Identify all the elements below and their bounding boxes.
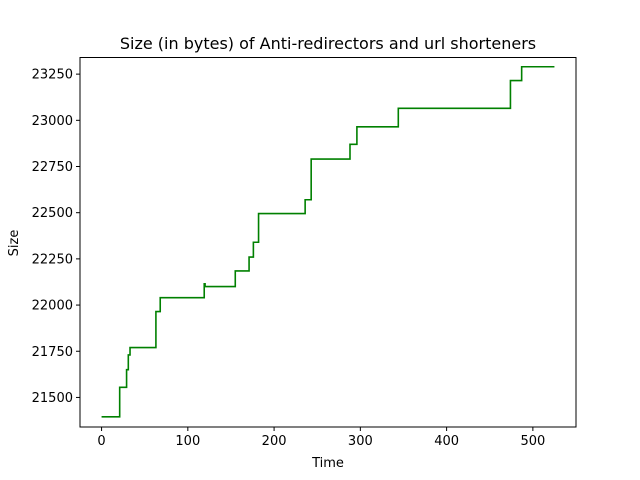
x-tick-label: 300	[348, 434, 373, 449]
x-tick-label: 0	[97, 434, 105, 449]
x-tick-label: 500	[520, 434, 545, 449]
chart-title: Size (in bytes) of Anti-redirectors and …	[120, 34, 536, 53]
x-axis-label: Time	[311, 456, 344, 471]
x-axis-ticks: 0 100 200 300 400 500	[97, 427, 545, 449]
x-tick-label: 100	[175, 434, 200, 449]
x-tick-label: 200	[262, 434, 287, 449]
y-tick-label: 21750	[32, 345, 73, 360]
y-tick-label: 22000	[32, 299, 73, 314]
x-tick-label: 400	[434, 434, 459, 449]
plot-area	[101, 65, 555, 418]
plot-frame	[79, 57, 577, 428]
y-tick-label: 22750	[32, 160, 73, 175]
y-tick-label: 22250	[32, 252, 73, 267]
y-tick-label: 23000	[32, 114, 73, 129]
y-axis-ticks: 21500 21750 22000 22250 22500 22750 23000 23250	[32, 68, 80, 406]
y-tick-label: 23250	[32, 68, 73, 83]
y-tick-label: 21500	[32, 391, 73, 406]
y-axis-label: Size	[7, 230, 22, 257]
y-tick-label: 22500	[32, 206, 73, 221]
series-line	[101, 65, 555, 418]
